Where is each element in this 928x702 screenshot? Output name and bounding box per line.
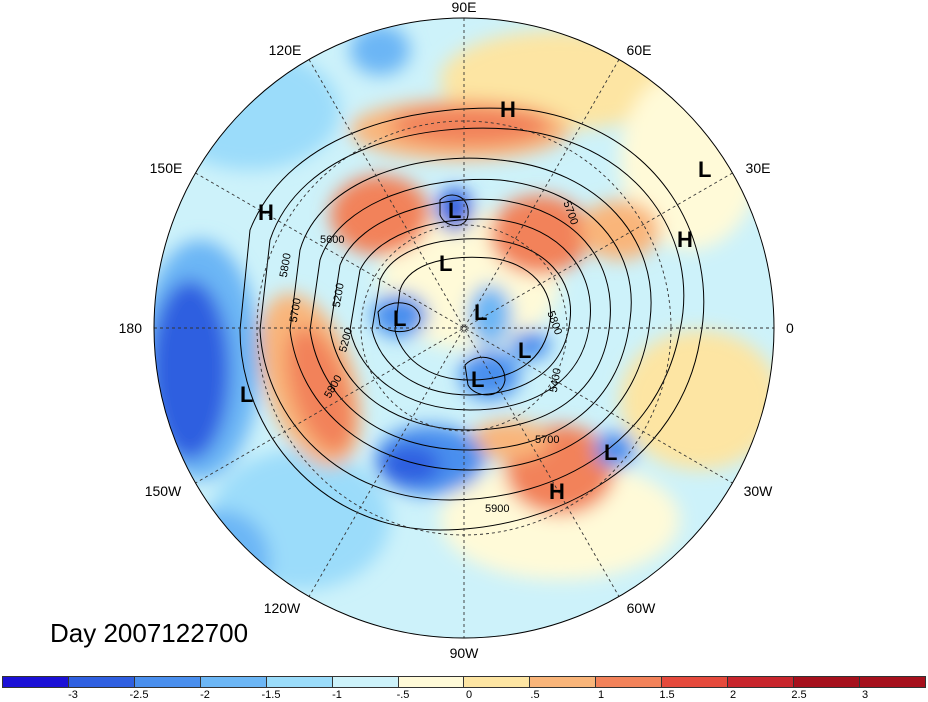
pressure-center-l: L xyxy=(393,306,406,331)
pressure-center-l: L xyxy=(518,338,531,363)
colorbar-tick-label: -2.5 xyxy=(129,689,149,701)
colorbar-tick-label: 1.5 xyxy=(659,689,675,701)
contour-label: 5700 xyxy=(535,434,559,446)
lon-label-90w: 90W xyxy=(450,645,480,661)
colorbar-tick-label: -3 xyxy=(68,689,78,701)
lon-label-90e: 90E xyxy=(452,0,477,15)
colorbar-swatch xyxy=(68,677,135,687)
lon-label-120w: 120W xyxy=(264,600,301,616)
colorbar-swatch xyxy=(266,677,333,687)
colorbar-tick-label: -2 xyxy=(200,689,210,701)
colorbar-tick-label: 2.5 xyxy=(791,689,807,701)
map-boundary xyxy=(153,17,775,639)
pressure-center-l: L xyxy=(439,251,452,276)
lon-label-180: 180 xyxy=(119,320,143,336)
colorbar-swatch xyxy=(596,677,663,687)
contour-label: 5900 xyxy=(485,503,509,515)
pressure-center-h: H xyxy=(677,227,693,252)
pressure-center-l: L xyxy=(604,440,617,465)
pressure-center-l: L xyxy=(698,157,711,182)
pressure-center-h: H xyxy=(500,97,516,122)
colorbar-tick-label: 3 xyxy=(861,689,869,701)
colorbar-swatch xyxy=(728,677,795,687)
pressure-center-h: H xyxy=(549,479,565,504)
polar-map: 90E 60E 30E 0 30W 60W 90W 120W 150W 180 … xyxy=(119,0,794,661)
colorbar-swatch xyxy=(398,677,465,687)
pressure-center-l: L xyxy=(474,300,487,325)
lon-label-120e: 120E xyxy=(269,42,302,58)
contour-label: 5200 xyxy=(331,282,347,308)
pressure-center-h: H xyxy=(258,200,274,225)
pressure-center-l: L xyxy=(240,382,253,407)
colorbar-tick-label: .5 xyxy=(530,689,540,701)
lon-label-60e: 60E xyxy=(627,42,652,58)
colorbar-tick-label: -.5 xyxy=(396,689,410,701)
lon-label-60w: 60W xyxy=(627,600,657,616)
colorbar-tick-label: 0 xyxy=(465,689,473,701)
contour-label: 5600 xyxy=(320,234,344,246)
colorbar-swatch xyxy=(662,677,729,687)
pressure-center-l: L xyxy=(471,367,484,392)
colorbar-tick-label: 1 xyxy=(597,689,605,701)
contour-label: 5400 xyxy=(548,367,564,393)
colorbar-swatch xyxy=(3,677,69,687)
colorbar-swatch xyxy=(794,677,860,687)
graticule xyxy=(154,18,774,638)
lon-label-30w: 30W xyxy=(744,483,774,499)
colorbar-tick-label: 2 xyxy=(729,689,737,701)
colorbar-swatch xyxy=(464,677,531,687)
colorbar: -3 -2.5 -2 -1.5 -1 -.5 0 .5 1 1.5 2 2.5 … xyxy=(0,676,928,702)
colorbar-tick-label: -1 xyxy=(332,689,342,701)
pressure-centers: H L H L H L L L L L L L H xyxy=(240,97,711,504)
colorbar-swatch xyxy=(332,677,399,687)
lon-label-0: 0 xyxy=(786,320,794,336)
lon-label-30e: 30E xyxy=(746,160,771,176)
colorbar-tick-label: -1.5 xyxy=(261,689,281,701)
colorbar-swatch xyxy=(134,677,201,687)
contour-label: 5700 xyxy=(288,297,304,323)
contour-label: 5800 xyxy=(278,252,294,278)
colorbar-swatch xyxy=(530,677,597,687)
lon-label-150w: 150W xyxy=(145,483,182,499)
day-title: Day 2007122700 xyxy=(50,618,249,648)
pressure-center-l: L xyxy=(448,198,461,223)
colorbar-swatch xyxy=(200,677,267,687)
colorbar-swatches xyxy=(2,676,926,688)
height-contours xyxy=(239,107,705,531)
colorbar-swatch xyxy=(859,677,925,687)
lon-label-150e: 150E xyxy=(150,160,183,176)
